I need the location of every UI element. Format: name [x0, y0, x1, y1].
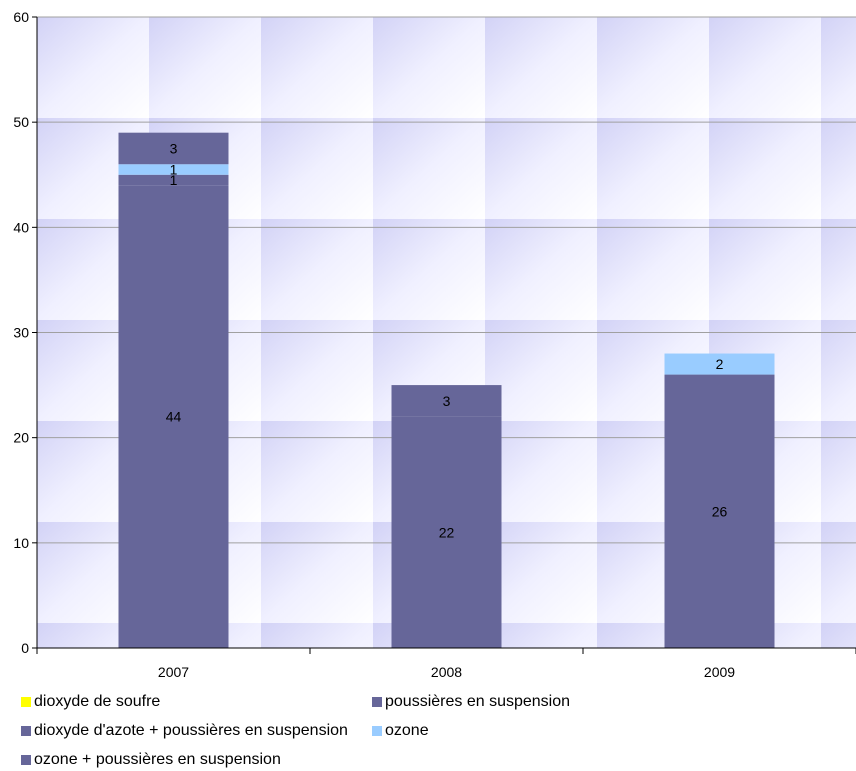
axes: 0 10 20 30 40 50 60 2007 2008 2009 — [13, 9, 856, 680]
x-tick-label: 2008 — [431, 664, 462, 680]
bar-segment — [118, 164, 229, 175]
data-label: 22 — [439, 524, 455, 540]
bar-segment — [118, 132, 229, 165]
y-tick-label: 40 — [13, 219, 29, 235]
legend-swatch — [372, 697, 382, 707]
y-tick-label: 0 — [21, 640, 29, 656]
y-tick-label: 50 — [13, 114, 29, 130]
legend-label: dioxyde d'azote + poussières en suspensi… — [34, 722, 348, 739]
legend-label: dioxyde de soufre — [34, 693, 161, 710]
data-label: 26 — [712, 503, 728, 519]
legend-item: poussières en suspension — [372, 693, 570, 711]
data-label: 3 — [443, 393, 451, 409]
bar-segment — [118, 185, 229, 648]
legend-label: ozone — [385, 722, 429, 739]
y-tick-label: 10 — [13, 535, 29, 551]
data-label: 3 — [170, 140, 178, 156]
bars-layer — [118, 132, 775, 648]
legend-item: dioxyde d'azote + poussières en suspensi… — [21, 722, 348, 740]
y-tick-label: 30 — [13, 325, 29, 341]
y-tick-label: 20 — [13, 430, 29, 446]
legend-swatch — [372, 726, 382, 736]
bar-segment — [664, 374, 775, 648]
bar-segment — [664, 353, 775, 375]
x-tick-label: 2007 — [158, 664, 189, 680]
x-tick-label: 2009 — [704, 664, 735, 680]
legend-label: ozone + poussières en suspension — [34, 751, 281, 768]
data-label: 2 — [716, 356, 724, 372]
legend-swatch — [21, 697, 31, 707]
legend-item: ozone — [372, 722, 429, 740]
legend-swatch — [21, 755, 31, 765]
data-label: 1 — [170, 161, 178, 177]
y-tick-label: 60 — [13, 9, 29, 25]
legend-label: poussières en suspension — [385, 693, 571, 710]
bar-segment — [391, 416, 502, 648]
data-labels-layer: 44 11 3 22 3 26 2 — [166, 140, 728, 540]
bar-segment — [118, 174, 229, 186]
bar-segment — [391, 385, 502, 417]
data-label: 1 — [170, 172, 178, 188]
legend-swatch — [21, 726, 31, 736]
data-label: 44 — [166, 409, 182, 425]
legend-item: ozone + poussières en suspension — [21, 751, 281, 769]
legend-item: dioxyde de soufre — [21, 693, 160, 711]
